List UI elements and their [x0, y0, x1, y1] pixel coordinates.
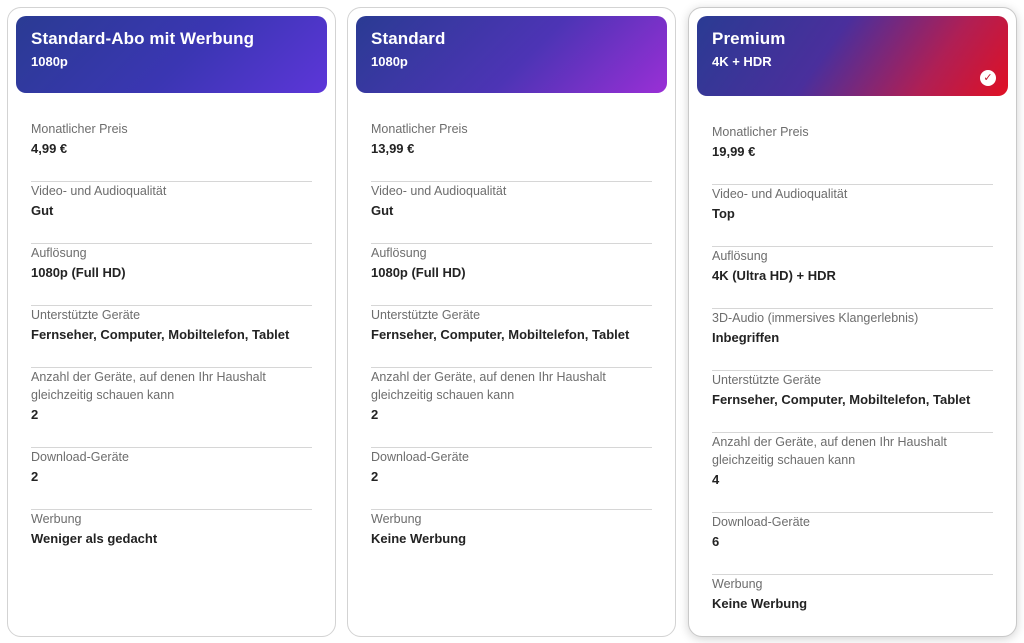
feature-label: Auflösung	[712, 249, 768, 263]
feature-row-ads: Werbung Weniger als gedacht	[31, 510, 312, 572]
feature-row-resolution: Auflösung 4K (Ultra HD) + HDR	[712, 247, 993, 309]
feature-label: Video- und Audioqualität	[31, 184, 167, 198]
feature-row-download-devices: Download-Geräte 6	[712, 513, 993, 575]
feature-value: 13,99 €	[371, 141, 415, 156]
feature-row-quality: Video- und Audioqualität Top	[712, 185, 993, 247]
feature-value: Keine Werbung	[371, 531, 467, 546]
feature-list: Monatlicher Preis 19,99 € Video- und Aud…	[712, 123, 993, 637]
feature-label: Anzahl der Geräte, auf denen Ihr Haushal…	[712, 435, 947, 467]
feature-label: Unterstützte Geräte	[371, 308, 481, 322]
feature-label: Anzahl der Geräte, auf denen Ihr Haushal…	[31, 370, 266, 402]
feature-value: 4K (Ultra HD) + HDR	[712, 268, 836, 283]
feature-value: 4	[712, 472, 720, 487]
feature-value: 2	[31, 407, 39, 422]
plan-resolution-tag: 4K + HDR	[712, 54, 772, 69]
plan-header[interactable]: Standard 1080p	[356, 16, 667, 93]
feature-row-ads: Werbung Keine Werbung	[712, 575, 993, 637]
feature-value: Top	[712, 206, 735, 221]
feature-row-price: Monatlicher Preis 13,99 €	[371, 120, 652, 182]
feature-list: Monatlicher Preis 13,99 € Video- und Aud…	[371, 120, 652, 572]
feature-value: Fernseher, Computer, Mobiltelefon, Table…	[712, 392, 971, 407]
plan-resolution-tag: 1080p	[31, 54, 68, 69]
feature-list: Monatlicher Preis 4,99 € Video- und Audi…	[31, 120, 312, 572]
feature-row-simultaneous-streams: Anzahl der Geräte, auf denen Ihr Haushal…	[371, 368, 652, 448]
feature-value: Fernseher, Computer, Mobiltelefon, Table…	[31, 327, 290, 342]
plan-header[interactable]: Premium 4K + HDR ✓	[697, 16, 1008, 96]
feature-row-resolution: Auflösung 1080p (Full HD)	[371, 244, 652, 306]
feature-value: 1080p (Full HD)	[371, 265, 466, 280]
feature-row-resolution: Auflösung 1080p (Full HD)	[31, 244, 312, 306]
feature-row-simultaneous-streams: Anzahl der Geräte, auf denen Ihr Haushal…	[712, 433, 993, 513]
feature-label: Anzahl der Geräte, auf denen Ihr Haushal…	[371, 370, 606, 402]
feature-row-quality: Video- und Audioqualität Gut	[371, 182, 652, 244]
plan-name: Premium	[712, 29, 786, 48]
feature-row-download-devices: Download-Geräte 2	[31, 448, 312, 510]
feature-label: Video- und Audioqualität	[712, 187, 848, 201]
feature-value: 6	[712, 534, 720, 549]
feature-value: 2	[371, 407, 379, 422]
feature-value: Keine Werbung	[712, 596, 808, 611]
plan-card-premium[interactable]: Premium 4K + HDR ✓ Monatlicher Preis 19,…	[688, 7, 1017, 637]
feature-value: Fernseher, Computer, Mobiltelefon, Table…	[371, 327, 630, 342]
feature-label: Monatlicher Preis	[371, 122, 468, 136]
feature-row-price: Monatlicher Preis 19,99 €	[712, 123, 993, 185]
feature-value: 1080p (Full HD)	[31, 265, 126, 280]
feature-value: 2	[31, 469, 39, 484]
plan-card-standard-with-ads[interactable]: Standard-Abo mit Werbung 1080p Monatlich…	[7, 7, 336, 637]
plan-resolution-tag: 1080p	[371, 54, 408, 69]
checkmark-icon: ✓	[980, 70, 996, 86]
feature-value: Weniger als gedacht	[31, 531, 158, 546]
plan-name: Standard	[371, 29, 446, 48]
plan-header[interactable]: Standard-Abo mit Werbung 1080p	[16, 16, 327, 93]
feature-value: Inbegriffen	[712, 330, 780, 345]
feature-label: Auflösung	[31, 246, 87, 260]
feature-row-devices: Unterstützte Geräte Fernseher, Computer,…	[712, 371, 993, 433]
feature-label: Download-Geräte	[371, 450, 469, 464]
feature-row-3d-audio: 3D-Audio (immersives Klangerlebnis) Inbe…	[712, 309, 993, 371]
plan-name: Standard-Abo mit Werbung	[31, 29, 255, 48]
feature-row-simultaneous-streams: Anzahl der Geräte, auf denen Ihr Haushal…	[31, 368, 312, 448]
feature-label: Werbung	[712, 577, 763, 591]
feature-label: Werbung	[31, 512, 82, 526]
feature-row-price: Monatlicher Preis 4,99 €	[31, 120, 312, 182]
feature-value: Gut	[371, 203, 394, 218]
feature-label: Werbung	[371, 512, 422, 526]
feature-value: 4,99 €	[31, 141, 68, 156]
feature-row-ads: Werbung Keine Werbung	[371, 510, 652, 572]
feature-label: Monatlicher Preis	[712, 125, 809, 139]
plan-card-standard[interactable]: Standard 1080p Monatlicher Preis 13,99 €…	[347, 7, 676, 637]
feature-row-devices: Unterstützte Geräte Fernseher, Computer,…	[371, 306, 652, 368]
feature-row-quality: Video- und Audioqualität Gut	[31, 182, 312, 244]
feature-label: Monatlicher Preis	[31, 122, 128, 136]
feature-label: Download-Geräte	[31, 450, 129, 464]
feature-value: 2	[371, 469, 379, 484]
feature-value: 19,99 €	[712, 144, 756, 159]
feature-label: Unterstützte Geräte	[31, 308, 141, 322]
feature-row-devices: Unterstützte Geräte Fernseher, Computer,…	[31, 306, 312, 368]
feature-row-download-devices: Download-Geräte 2	[371, 448, 652, 510]
feature-label: 3D-Audio (immersives Klangerlebnis)	[712, 311, 919, 325]
feature-label: Video- und Audioqualität	[371, 184, 507, 198]
feature-label: Auflösung	[371, 246, 427, 260]
feature-label: Unterstützte Geräte	[712, 373, 822, 387]
feature-value: Gut	[31, 203, 54, 218]
feature-label: Download-Geräte	[712, 515, 810, 529]
